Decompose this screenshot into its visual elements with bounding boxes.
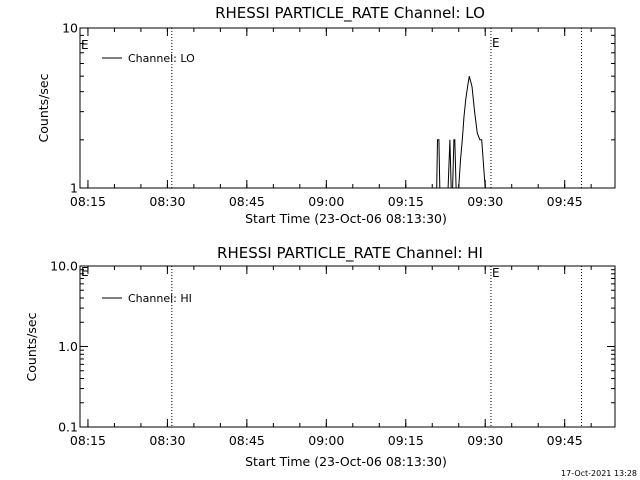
hi-y-axis-label: Counts/sec	[24, 312, 39, 381]
lo-channel-panel: RHESSI PARTICLE_RATE Channel: LO Counts/…	[36, 4, 616, 226]
hi-x-tick-label: 08:15	[70, 433, 106, 448]
hi-plot-frame	[79, 265, 616, 428]
hi-panel-title: RHESSI PARTICLE_RATE Channel: HI	[217, 244, 483, 263]
hi-legend-label: Channel: HI	[128, 292, 192, 305]
lo-x-tick-label: 09:15	[388, 194, 424, 209]
hi-corner-e-marker: E	[81, 265, 89, 279]
lo-x-tick-label: 08:15	[70, 194, 106, 209]
lo-y-tick-label: 10	[62, 21, 78, 36]
hi-x-tick-label: 09:45	[547, 433, 583, 448]
lo-x-tick-label: 08:30	[149, 194, 185, 209]
lo-x-tick-label: 09:30	[467, 194, 503, 209]
lo-x-tick-label: 09:00	[308, 194, 344, 209]
lo-series-line	[436, 76, 487, 189]
lo-plot-frame	[79, 27, 616, 189]
lo-corner-e-marker: E	[81, 38, 89, 52]
lo-x-tick-label: 08:45	[229, 194, 265, 209]
hi-y-tick-label: 1.0	[58, 339, 78, 354]
hi-x-tick-label: 08:30	[149, 433, 185, 448]
hi-y-tick-label: 0.1	[58, 420, 78, 435]
lo-legend-label: Channel: LO	[128, 52, 195, 65]
hi-x-tick-label: 09:15	[388, 433, 424, 448]
hi-event-marker-label: E	[492, 266, 500, 280]
lo-y-axis-label: Counts/sec	[36, 73, 51, 142]
lo-x-axis-label: Start Time (23-Oct-06 08:13:30)	[245, 211, 447, 226]
hi-x-tick-label: 09:30	[467, 433, 503, 448]
lo-x-tick-label: 09:45	[547, 194, 583, 209]
hi-x-tick-label: 09:00	[308, 433, 344, 448]
hi-x-axis-label: Start Time (23-Oct-06 08:13:30)	[245, 454, 447, 469]
generation-timestamp: 17-Oct-2021 13:28	[561, 469, 637, 478]
hi-channel-panel: RHESSI PARTICLE_RATE Channel: HI Counts/…	[24, 244, 616, 469]
lo-event-marker-label: E	[492, 36, 500, 50]
lo-y-tick-label: 1	[70, 181, 78, 196]
lo-panel-title: RHESSI PARTICLE_RATE Channel: LO	[215, 4, 485, 23]
hi-x-tick-label: 08:45	[229, 433, 265, 448]
hi-y-tick-label: 10.0	[50, 259, 78, 274]
